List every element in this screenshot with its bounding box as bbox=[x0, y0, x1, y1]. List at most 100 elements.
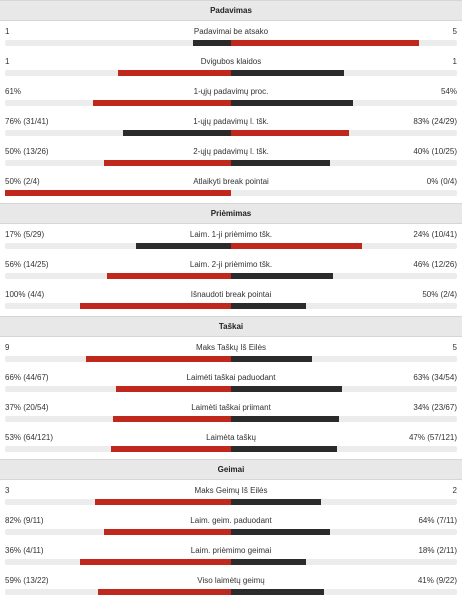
player2-bar bbox=[231, 160, 331, 166]
comparison-bar bbox=[5, 243, 457, 249]
stat-name: Maks Geimų Iš Eilės bbox=[194, 486, 268, 495]
comparison-bar bbox=[5, 559, 457, 565]
player1-bar bbox=[113, 416, 231, 422]
player1-bar bbox=[79, 559, 231, 565]
stat-labels: 82% (9/11) Laim. geim. paduodant 64% (7/11… bbox=[0, 515, 462, 527]
player2-bar bbox=[231, 446, 338, 452]
comparison-bar bbox=[5, 446, 457, 452]
player2-value: 46% (12/26) bbox=[413, 260, 457, 269]
player2-bar bbox=[231, 273, 333, 279]
player2-bar-area bbox=[231, 303, 457, 309]
stat-name: Laim. 1-ji priėmimo tšk. bbox=[189, 230, 273, 239]
stat-row: 53% (64/121) Laimėta taškų 47% (57/121) bbox=[0, 429, 462, 459]
player1-value: 50% (2/4) bbox=[5, 177, 40, 186]
player2-bar-area bbox=[231, 416, 457, 422]
stat-labels: 76% (31/41) 1-ųjų padavimų l. tšk. 83% (24… bbox=[0, 116, 462, 128]
comparison-bar bbox=[5, 386, 457, 392]
stat-labels: 1 Padavimai be atsako 5 bbox=[0, 26, 462, 38]
player2-bar bbox=[231, 40, 419, 46]
stat-row: 100% (4/4) Išnaudoti break pointai 50% (2/… bbox=[0, 286, 462, 316]
player2-bar-area bbox=[231, 160, 457, 166]
player2-bar-area bbox=[231, 100, 457, 106]
stat-name: Laim. 2-ji priėmimo tšk. bbox=[189, 260, 273, 269]
stat-row: 82% (9/11) Laim. geim. paduodant 64% (7/11… bbox=[0, 512, 462, 542]
player2-bar bbox=[231, 416, 340, 422]
player1-bar bbox=[136, 243, 231, 249]
player1-value: 61% bbox=[5, 87, 22, 96]
player1-bar-area bbox=[5, 499, 231, 505]
stat-name: 2-ųjų padavimų l. tšk. bbox=[193, 147, 269, 156]
section-header: Padavimas bbox=[0, 0, 462, 21]
player2-value: 24% (10/41) bbox=[413, 230, 457, 239]
comparison-bar bbox=[5, 303, 457, 309]
player1-value: 17% (5/29) bbox=[5, 230, 45, 239]
stat-labels: 50% (13/26) 2-ųjų padavimų l. tšk. 40% (10… bbox=[0, 146, 462, 158]
player1-value: 66% (44/67) bbox=[5, 373, 49, 382]
comparison-bar bbox=[5, 130, 457, 136]
player2-bar bbox=[231, 386, 342, 392]
stat-name: Laimėti taškai priimant bbox=[191, 403, 271, 412]
stat-labels: 61% 1-ųjų padavimų proc. 54% bbox=[0, 86, 462, 98]
player1-value: 37% (20/54) bbox=[5, 403, 49, 412]
player2-value: 63% (34/54) bbox=[413, 373, 457, 382]
player2-value: 54% bbox=[440, 87, 457, 96]
player1-bar bbox=[86, 356, 231, 362]
player2-bar-area bbox=[231, 40, 457, 46]
player1-bar-area bbox=[5, 160, 231, 166]
player1-value: 82% (9/11) bbox=[5, 516, 44, 525]
stat-name: Laim. geim. paduodant bbox=[190, 516, 272, 525]
stat-labels: 37% (20/54) Laimėti taškai priimant 34% (2… bbox=[0, 402, 462, 414]
stat-name: Atlaikyti break pointai bbox=[193, 177, 269, 186]
player2-bar-area bbox=[231, 130, 457, 136]
player1-value: 76% (31/41) bbox=[5, 117, 49, 126]
stat-name: Laimėti taškai paduodant bbox=[186, 373, 276, 382]
comparison-bar bbox=[5, 416, 457, 422]
stat-row: 50% (2/4) Atlaikyti break pointai 0% (0/4) bbox=[0, 173, 462, 203]
player1-value: 3 bbox=[5, 486, 10, 495]
stat-labels: 17% (5/29) Laim. 1-ji priėmimo tšk. 24% (1… bbox=[0, 229, 462, 241]
stat-name: 1-ųjų padavimų l. tšk. bbox=[193, 117, 269, 126]
stat-labels: 100% (4/4) Išnaudoti break pointai 50% (2/… bbox=[0, 289, 462, 301]
player2-bar bbox=[231, 499, 322, 505]
stat-row: 9 Maks Taškų Iš Eilės 5 bbox=[0, 339, 462, 369]
stat-row: 50% (13/26) 2-ųjų padavimų l. tšk. 40% (10… bbox=[0, 143, 462, 173]
player2-value: 2 bbox=[452, 486, 457, 495]
stat-name: Dvigubos klaidos bbox=[200, 57, 262, 66]
stat-row: 66% (44/67) Laimėti taškai paduodant 63% (… bbox=[0, 369, 462, 399]
player1-bar-area bbox=[5, 100, 231, 106]
player1-bar bbox=[111, 446, 231, 452]
player2-bar-area bbox=[231, 190, 457, 196]
section-header: Geimai bbox=[0, 459, 462, 480]
section-header: Priėmimas bbox=[0, 203, 462, 224]
player2-value: 1 bbox=[452, 57, 457, 66]
stat-name: 1-ųjų padavimų proc. bbox=[193, 87, 269, 96]
stat-row: 17% (5/29) Laim. 1-ji priėmimo tšk. 24% (1… bbox=[0, 226, 462, 256]
player2-value: 0% (0/4) bbox=[426, 177, 457, 186]
stat-row: 36% (4/11) Laim. priėmimo geimai 18% (2/11… bbox=[0, 542, 462, 572]
player1-bar bbox=[115, 386, 231, 392]
player2-bar-area bbox=[231, 273, 457, 279]
comparison-bar bbox=[5, 273, 457, 279]
player1-bar-area bbox=[5, 273, 231, 279]
player2-value: 5 bbox=[452, 343, 457, 352]
player2-bar-area bbox=[231, 446, 457, 452]
stat-row: 3 Maks Geimų Iš Eilės 2 bbox=[0, 482, 462, 512]
player1-value: 50% (13/26) bbox=[5, 147, 49, 156]
player2-value: 5 bbox=[452, 27, 457, 36]
player1-bar-area bbox=[5, 559, 231, 565]
stat-row: 37% (20/54) Laimėti taškai priimant 34% (2… bbox=[0, 399, 462, 429]
player1-bar bbox=[79, 303, 231, 309]
player1-value: 1 bbox=[5, 57, 10, 66]
player1-value: 100% (4/4) bbox=[5, 290, 45, 299]
comparison-bar bbox=[5, 100, 457, 106]
stat-name: Padavimai be atsako bbox=[193, 27, 269, 36]
stat-name: Laim. priėmimo geimai bbox=[190, 546, 272, 555]
comparison-bar bbox=[5, 499, 457, 505]
player1-bar-area bbox=[5, 386, 231, 392]
player1-bar-area bbox=[5, 70, 231, 76]
player2-value: 50% (2/4) bbox=[422, 290, 457, 299]
stat-labels: 53% (64/121) Laimėta taškų 47% (57/121) bbox=[0, 432, 462, 444]
stat-row: 61% 1-ųjų padavimų proc. 54% bbox=[0, 83, 462, 113]
player2-bar-area bbox=[231, 70, 457, 76]
